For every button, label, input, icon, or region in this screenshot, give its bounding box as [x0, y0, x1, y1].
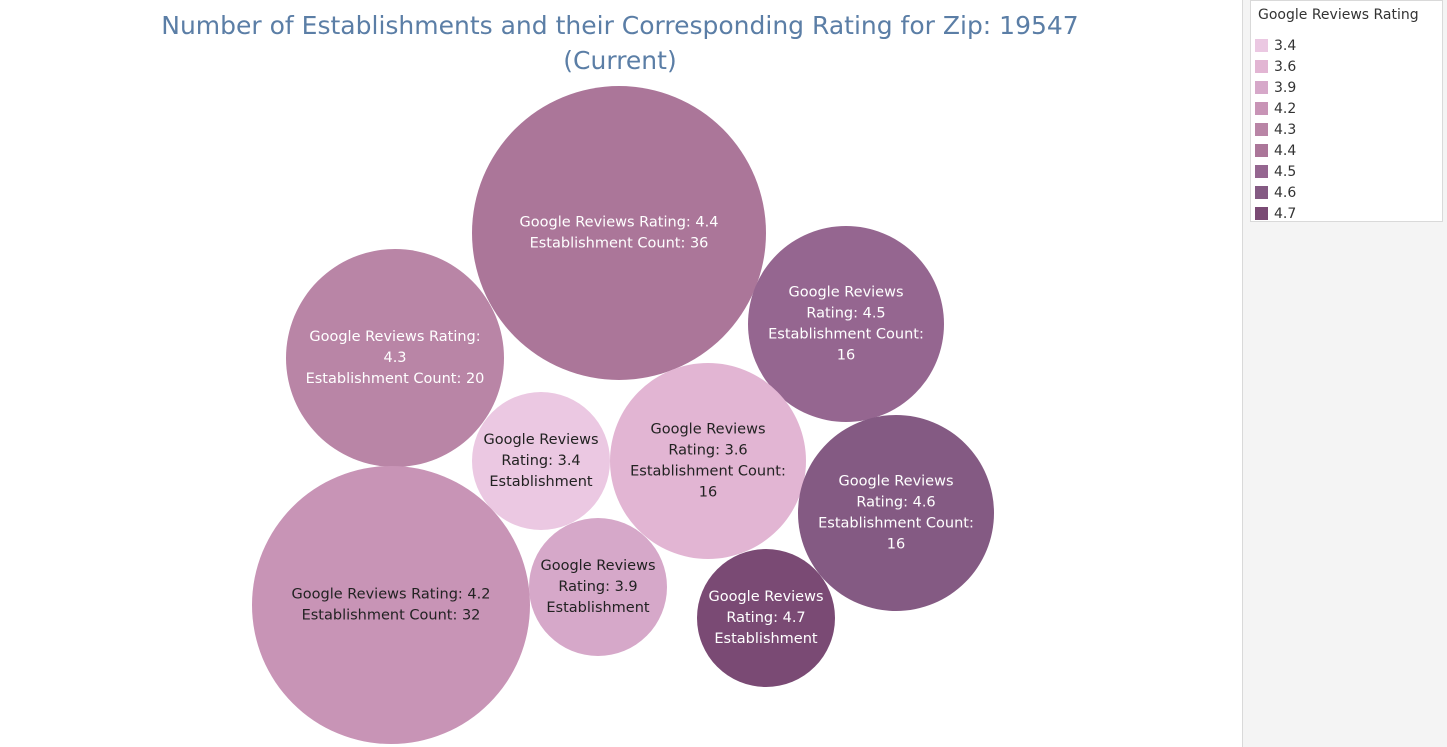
legend-item[interactable]: 4.6 [1255, 182, 1296, 203]
bubble-circle[interactable] [610, 363, 806, 559]
bubble-label: Google Reviews Rating: [309, 329, 480, 345]
bubble-label: Google Reviews [540, 558, 655, 574]
legend[interactable]: Google Reviews Rating 3.4 3.6 3.9 4.2 4.3 4.4… [1250, 0, 1443, 222]
bubble-label: Establishment [714, 631, 818, 647]
bubble-4-7[interactable]: Google Reviews Rating: 4.7 Establishment [697, 549, 835, 687]
legend-swatch [1255, 186, 1268, 199]
bubble-circle[interactable] [748, 226, 944, 422]
bubble-label: Google Reviews [483, 432, 598, 448]
bubble-label: Rating: 3.9 [558, 579, 637, 595]
legend-label: 4.3 [1274, 121, 1297, 138]
bubble-label: 4.3 [383, 350, 406, 366]
legend-item[interactable]: 4.2 [1255, 98, 1296, 119]
bubble-circle[interactable] [529, 518, 667, 656]
legend-swatch [1255, 165, 1268, 178]
bubble-label: Rating: 3.6 [668, 443, 747, 459]
bubble-label: 16 [699, 485, 717, 501]
bubble-label: Google Reviews Rating: 4.4 [520, 215, 719, 231]
legend-swatch [1255, 123, 1268, 136]
bubble-4-6[interactable]: Google Reviews Rating: 4.6 Establishment C… [798, 415, 994, 611]
legend-title: Google Reviews Rating [1258, 7, 1419, 23]
chart-title: Number of Establishments and their Corre… [120, 8, 1120, 78]
bubble-circle[interactable] [472, 86, 766, 380]
bubble-chart: Google Reviews Rating: 4.4 Establishment … [252, 86, 994, 744]
legend-label: 3.4 [1274, 37, 1297, 54]
bubble-label: Establishment Count: 20 [306, 371, 485, 387]
legend-item[interactable]: 4.3 [1255, 119, 1296, 140]
bubble-label: Google Reviews [788, 285, 903, 301]
bubble-label: 16 [887, 537, 905, 553]
legend-item[interactable]: 3.9 [1255, 77, 1296, 98]
bubble-4-5[interactable]: Google Reviews Rating: 4.5 Establishment C… [748, 226, 944, 422]
bubble-label: Rating: 3.4 [501, 453, 580, 469]
legend-label: 4.2 [1274, 100, 1297, 117]
legend-label: 4.5 [1274, 163, 1297, 180]
bubble-4-3[interactable]: Google Reviews Rating: 4.3 Establishment C… [286, 249, 504, 467]
bubble-label: Establishment Count: [630, 464, 786, 480]
bubble-3-4[interactable]: Google Reviews Rating: 3.4 Establishment [472, 392, 610, 530]
bubble-label: Google Reviews [650, 422, 765, 438]
bubble-circle[interactable] [286, 249, 504, 467]
bubble-label: Establishment Count: [768, 327, 924, 343]
legend-item[interactable]: 3.4 [1255, 35, 1296, 56]
legend-label: 4.6 [1274, 184, 1297, 201]
legend-item[interactable]: 4.4 [1255, 140, 1296, 161]
legend-swatch [1255, 60, 1268, 73]
legend-label: 3.9 [1274, 79, 1297, 96]
side-panel: Google Reviews Rating 3.4 3.6 3.9 4.2 4.3 4.4… [1242, 0, 1447, 747]
legend-label: 4.7 [1274, 205, 1297, 222]
legend-swatch [1255, 102, 1268, 115]
legend-item[interactable]: 4.7 [1255, 203, 1296, 224]
bubble-circle[interactable] [697, 549, 835, 687]
bubble-circle[interactable] [252, 466, 530, 744]
legend-swatch [1255, 207, 1268, 220]
bubble-3-6[interactable]: Google Reviews Rating: 3.6 Establishment C… [610, 363, 806, 559]
bubble-label: Establishment [489, 474, 593, 490]
legend-swatch [1255, 144, 1268, 157]
legend-label: 4.4 [1274, 142, 1297, 159]
chart-title-line: (Current) [563, 46, 677, 75]
bubble-label: 16 [837, 348, 855, 364]
bubble-label: Google Reviews [708, 589, 823, 605]
legend-label: 3.6 [1274, 58, 1297, 75]
legend-swatch [1255, 39, 1268, 52]
chart-title-line: Number of Establishments and their Corre… [161, 11, 1079, 40]
bubble-label: Google Reviews [838, 474, 953, 490]
legend-item[interactable]: 4.5 [1255, 161, 1296, 182]
bubble-4-2[interactable]: Google Reviews Rating: 4.2 Establishment … [252, 466, 530, 744]
bubble-label: Google Reviews Rating: 4.2 [292, 587, 491, 603]
bubble-4-4[interactable]: Google Reviews Rating: 4.4 Establishment … [472, 86, 766, 380]
bubble-3-9[interactable]: Google Reviews Rating: 3.9 Establishment [529, 518, 667, 656]
legend-swatch [1255, 81, 1268, 94]
legend-item[interactable]: 3.6 [1255, 56, 1296, 77]
bubble-label: Rating: 4.7 [726, 610, 805, 626]
bubble-label: Establishment Count: 32 [302, 608, 481, 624]
chart-area: Number of Establishments and their Corre… [120, 8, 1120, 744]
bubble-label: Establishment [546, 600, 650, 616]
bubble-circle[interactable] [798, 415, 994, 611]
legend-items: 3.4 3.6 3.9 4.2 4.3 4.4 4.5 4.6 4.7 [1255, 35, 1296, 224]
bubble-label: Establishment Count: 36 [530, 236, 709, 252]
bubble-label: Establishment Count: [818, 516, 974, 532]
bubble-label: Rating: 4.5 [806, 306, 885, 322]
bubble-label: Rating: 4.6 [856, 495, 935, 511]
bubble-circle[interactable] [472, 392, 610, 530]
